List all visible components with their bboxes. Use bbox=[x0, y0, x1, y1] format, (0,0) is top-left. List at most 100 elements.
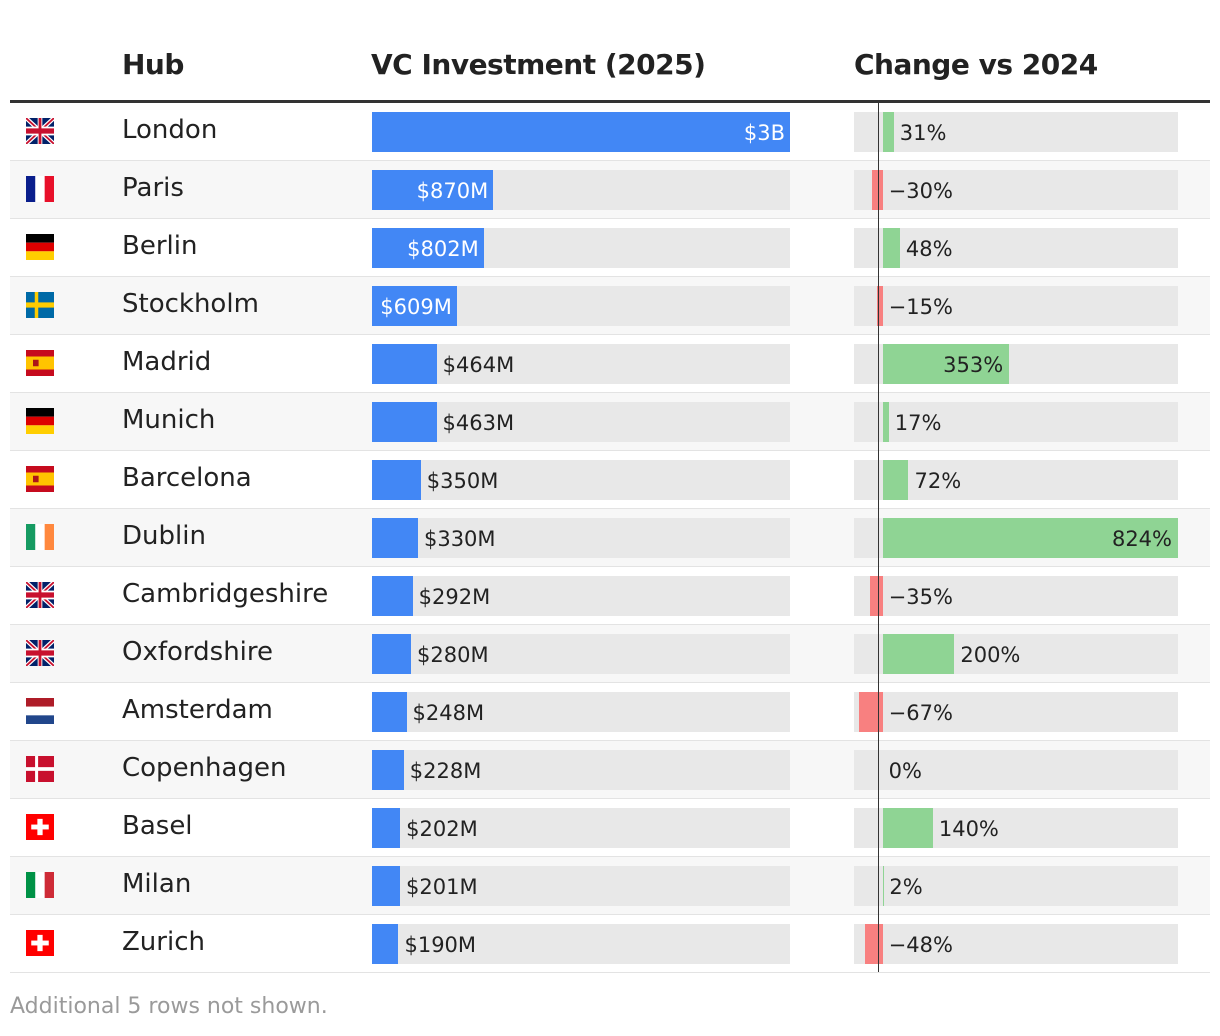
hub-name: Stockholm bbox=[122, 289, 259, 319]
switzerland-flag-icon bbox=[26, 814, 54, 840]
sweden-flag-icon bbox=[26, 292, 54, 318]
table-row: Milan $201M 2% bbox=[10, 857, 1210, 915]
change-bar-track: 353% bbox=[854, 344, 1178, 384]
united-kingdom-flag-icon bbox=[26, 582, 54, 608]
investment-bar bbox=[372, 112, 790, 152]
change-value-label: 17% bbox=[894, 411, 942, 435]
investment-bar-track: $330M bbox=[372, 518, 790, 558]
change-bar-track: 48% bbox=[854, 228, 1178, 268]
investment-bar-track: $248M bbox=[372, 692, 790, 732]
change-bar-track: 17% bbox=[854, 402, 1178, 442]
table-row: London $3B 31% bbox=[10, 103, 1210, 161]
united-kingdom-flag-icon bbox=[26, 640, 54, 666]
investment-bar-track: $464M bbox=[372, 344, 790, 384]
table-row: Oxfordshire $280M 200% bbox=[10, 625, 1210, 683]
investment-value-label: $870M bbox=[416, 179, 489, 203]
change-value-label: 72% bbox=[914, 469, 962, 493]
investment-bar-track: $463M bbox=[372, 402, 790, 442]
table-row: Cambridgeshire $292M −35% bbox=[10, 567, 1210, 625]
united-kingdom-flag-icon bbox=[26, 118, 54, 144]
table-row: Copenhagen $228M 0% bbox=[10, 741, 1210, 799]
investment-bar bbox=[372, 866, 400, 906]
change-bar bbox=[882, 808, 933, 848]
table-row: Paris $870M −30% bbox=[10, 161, 1210, 219]
investment-value-label: $201M bbox=[406, 875, 478, 899]
change-bar bbox=[882, 518, 1178, 558]
change-bar bbox=[882, 402, 889, 442]
change-bar bbox=[882, 228, 900, 268]
hub-name: Paris bbox=[122, 173, 184, 203]
table-row: Basel $202M 140% bbox=[10, 799, 1210, 857]
investment-value-label: $228M bbox=[409, 759, 482, 783]
hub-name: Zurich bbox=[122, 927, 205, 957]
change-bar-track: 2% bbox=[854, 866, 1178, 906]
investment-bar bbox=[372, 634, 411, 674]
hub-name: Munich bbox=[122, 405, 216, 435]
hub-column-header: Hub bbox=[122, 48, 184, 81]
change-bar bbox=[882, 866, 884, 906]
change-bar bbox=[865, 924, 883, 964]
change-bar-track: 200% bbox=[854, 634, 1178, 674]
hub-name: Oxfordshire bbox=[122, 637, 274, 667]
hub-name: Basel bbox=[122, 811, 193, 841]
table-row: Berlin $802M 48% bbox=[10, 219, 1210, 277]
investment-bar bbox=[372, 924, 399, 964]
change-bar bbox=[882, 460, 909, 500]
change-value-label: 140% bbox=[938, 817, 999, 841]
france-flag-icon bbox=[26, 176, 54, 202]
investment-bar bbox=[372, 344, 437, 384]
change-value-label: 2% bbox=[889, 875, 923, 899]
table-header: Hub VC Investment (2025) Change vs 2024 bbox=[10, 30, 1210, 103]
change-value-label: 200% bbox=[960, 643, 1021, 667]
investment-bar-track: $802M bbox=[372, 228, 790, 268]
hub-name: Copenhagen bbox=[122, 753, 287, 783]
investment-bar bbox=[372, 692, 407, 732]
investment-bar-track: $201M bbox=[372, 866, 790, 906]
switzerland-flag-icon bbox=[26, 930, 54, 956]
investment-value-label: $280M bbox=[417, 643, 489, 667]
change-bar-track: 824% bbox=[854, 518, 1178, 558]
change-value-label: 31% bbox=[899, 121, 947, 145]
change-bar-track: 140% bbox=[854, 808, 1178, 848]
change-bar bbox=[877, 286, 883, 326]
investment-value-label: $248M bbox=[412, 701, 485, 725]
investment-bar bbox=[372, 402, 437, 442]
investment-value-label: $609M bbox=[380, 295, 452, 319]
change-value-label: −67% bbox=[888, 701, 953, 725]
investment-bar bbox=[372, 170, 494, 210]
change-bar bbox=[882, 634, 955, 674]
change-bar-track: −15% bbox=[854, 286, 1178, 326]
investment-bar-track: $280M bbox=[372, 634, 790, 674]
investment-value-label: $802M bbox=[407, 237, 479, 261]
change-bar-track: −67% bbox=[854, 692, 1178, 732]
investment-column-header: VC Investment (2025) bbox=[371, 48, 706, 81]
hub-name: Berlin bbox=[122, 231, 198, 261]
investment-value-label: $3B bbox=[743, 121, 785, 145]
change-value-label: 48% bbox=[905, 237, 953, 261]
investment-bar-track: $292M bbox=[372, 576, 790, 616]
change-value-label: −48% bbox=[888, 933, 953, 957]
footer-note: Additional 5 rows not shown. bbox=[10, 994, 328, 1019]
investment-bar-track: $190M bbox=[372, 924, 790, 964]
investment-bar bbox=[372, 228, 484, 268]
table-row: Barcelona $350M 72% bbox=[10, 451, 1210, 509]
change-bar-track: −48% bbox=[854, 924, 1178, 964]
change-value-label: 824% bbox=[1111, 527, 1172, 551]
change-bar-track: −35% bbox=[854, 576, 1178, 616]
change-column-header: Change vs 2024 bbox=[854, 48, 1098, 81]
italy-flag-icon bbox=[26, 872, 54, 898]
investment-value-label: $202M bbox=[406, 817, 478, 841]
spain-flag-icon bbox=[26, 350, 54, 376]
investment-value-label: $292M bbox=[418, 585, 491, 609]
change-bar bbox=[882, 112, 894, 152]
change-bar-track: −30% bbox=[854, 170, 1178, 210]
hub-name: Madrid bbox=[122, 347, 212, 377]
change-bar bbox=[871, 170, 883, 210]
change-bar-track: 72% bbox=[854, 460, 1178, 500]
hub-name: Amsterdam bbox=[122, 695, 273, 725]
table-row: Munich $463M 17% bbox=[10, 393, 1210, 451]
table-body: London $3B 31% Paris $870M −30% Berlin $802M 48%… bbox=[10, 103, 1210, 973]
denmark-flag-icon bbox=[26, 756, 54, 782]
hub-name: Cambridgeshire bbox=[122, 579, 329, 609]
hub-name: London bbox=[122, 115, 218, 145]
